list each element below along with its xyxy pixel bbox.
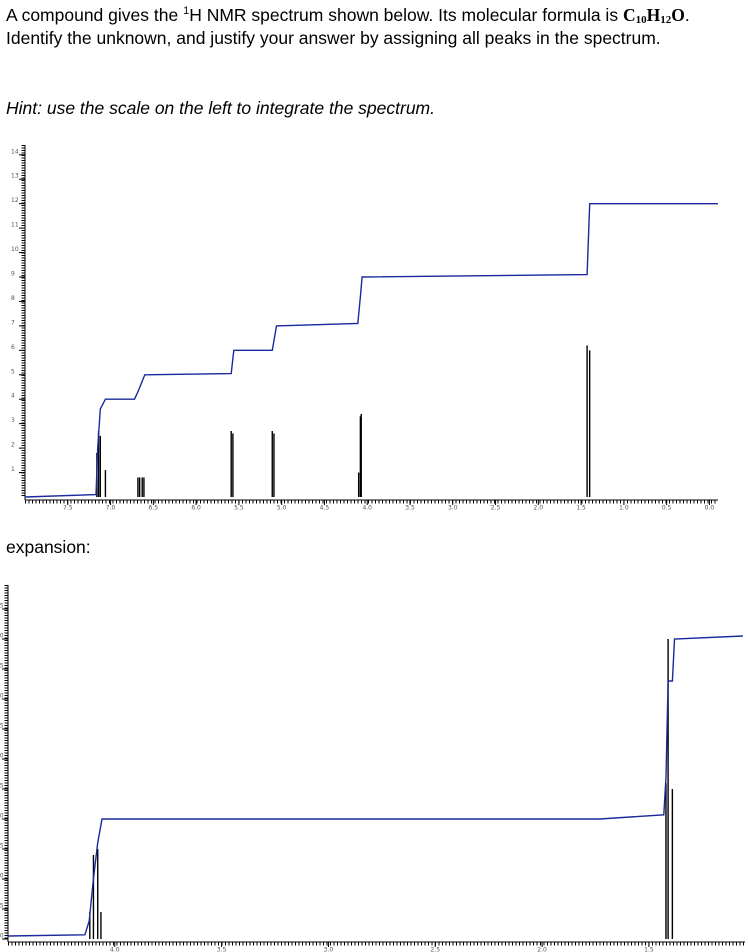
- y-tick-label: 2: [11, 442, 15, 449]
- formula-element: C: [622, 5, 636, 25]
- y-tick-label: 2.0: [0, 813, 4, 820]
- y-tick-label: 5.5: [0, 603, 4, 610]
- y-tick-label: 0.5: [0, 903, 4, 910]
- x-tick-label: 4.0: [362, 505, 372, 512]
- y-tick-label: 14: [11, 148, 19, 155]
- y-tick-label: 10: [11, 246, 19, 253]
- x-tick-label: 7.0: [106, 505, 116, 512]
- formula-count: 12: [660, 14, 672, 26]
- question: A compound gives the 1H NMR spectrum sho…: [6, 4, 746, 50]
- x-tick-label: 1.5: [576, 505, 586, 512]
- x-tick-label: 2.0: [537, 947, 547, 952]
- y-tick-label: 1.5: [0, 843, 4, 850]
- y-tick-label: 3: [11, 417, 15, 424]
- y-tick-label: 12: [11, 197, 19, 204]
- y-tick-label: 0.0: [0, 933, 4, 940]
- x-tick-label: 2.0: [534, 505, 544, 512]
- y-tick-label: 5: [11, 368, 15, 375]
- x-tick-label: 3.0: [448, 505, 458, 512]
- y-tick-label: 4.5: [0, 663, 4, 670]
- x-tick-label: 3.5: [217, 947, 227, 952]
- y-tick-label: 9: [11, 271, 15, 278]
- x-tick-label: 6.5: [149, 505, 159, 512]
- hint: Hint: use the scale on the left to integ…: [6, 98, 435, 118]
- formula-element: H: [646, 5, 661, 25]
- x-tick-label: 2.5: [430, 947, 440, 952]
- x-tick-label: 0.5: [662, 505, 672, 512]
- y-tick-label: 6: [11, 344, 15, 351]
- x-tick-label: 5.5: [234, 505, 244, 512]
- x-tick-label: 1.0: [619, 505, 629, 512]
- y-tick-label: 8: [11, 295, 15, 302]
- y-tick-label: 7: [11, 319, 15, 326]
- y-tick-label: 2.5: [0, 783, 4, 790]
- x-tick-label: 2.5: [491, 505, 501, 512]
- x-tick-label: 7.5: [63, 505, 73, 512]
- x-tick-label: 3.0: [324, 947, 334, 952]
- x-tick-label: 3.5: [405, 505, 415, 512]
- question-text: . Identify the unknown, and justify your…: [6, 5, 690, 48]
- x-tick-label: 4.5: [320, 505, 330, 512]
- y-tick-label: 4.0: [0, 693, 4, 700]
- superscript: 1: [183, 5, 190, 17]
- x-tick-label: 5.0: [277, 505, 287, 512]
- question-text: A compound gives the: [6, 5, 184, 25]
- y-tick-label: 1.0: [0, 873, 4, 880]
- x-tick-label: 4.0: [110, 947, 120, 952]
- question-text: H NMR spectrum shown below. Its molecula…: [189, 5, 623, 25]
- y-tick-label: 1: [11, 466, 15, 473]
- x-tick-label: 6.0: [191, 505, 201, 512]
- expansion-label: expansion:: [6, 537, 91, 557]
- y-tick-label: 4: [11, 393, 15, 400]
- formula-element: O: [671, 5, 685, 25]
- y-tick-label: 11: [11, 222, 19, 229]
- x-tick-label: 1.5: [644, 947, 654, 952]
- formula: C10H12O: [622, 5, 685, 26]
- integral-curve: [24, 203, 718, 498]
- formula-count: 10: [635, 14, 647, 26]
- y-tick-label: 3.5: [0, 723, 4, 730]
- y-tick-label: 3.0: [0, 753, 4, 760]
- x-tick-label: 0.0: [705, 505, 715, 512]
- y-tick-label: 13: [11, 173, 19, 180]
- integral-curve: [7, 635, 743, 937]
- y-tick-label: 5.0: [0, 633, 4, 640]
